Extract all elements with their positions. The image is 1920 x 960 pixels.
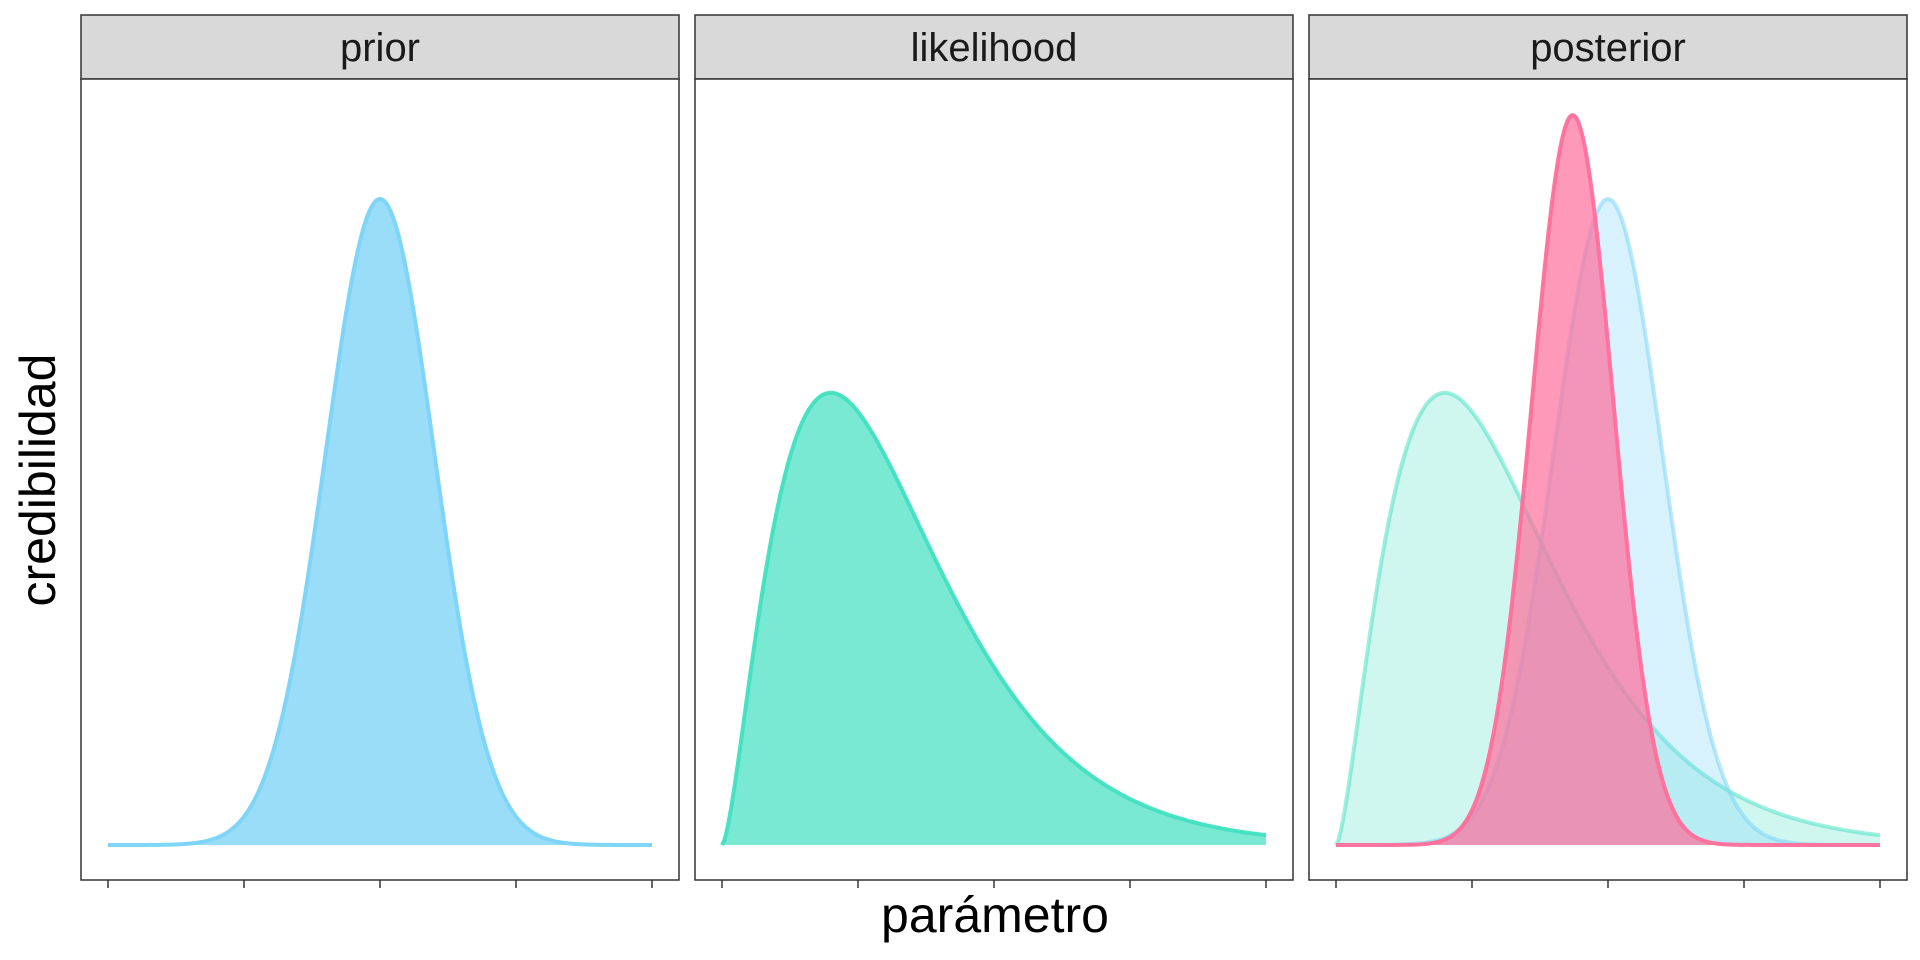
density-area-posterior-0: [1336, 392, 1880, 845]
x-axis-title: parámetro: [881, 887, 1109, 943]
y-axis-title: credibilidad: [10, 354, 66, 607]
density-line-prior-0: [108, 197, 652, 847]
panel-likelihood: likelihood: [694, 14, 1294, 888]
strip-label-likelihood: likelihood: [911, 26, 1078, 70]
density-line-likelihood-0: [720, 390, 1267, 846]
panels: prior likelihood posterior: [80, 14, 1908, 888]
strip-prior: [80, 14, 680, 80]
strip-label-prior: prior: [340, 26, 420, 70]
density-area-posterior-2: [1336, 115, 1880, 845]
strip-posterior: [1308, 14, 1908, 80]
density-area-prior-0: [108, 199, 652, 845]
density-line-posterior-2: [1336, 113, 1880, 847]
panel-posterior: posterior: [1308, 14, 1908, 888]
density-area-likelihood-0: [722, 392, 1266, 845]
strip-label-posterior: posterior: [1530, 26, 1686, 70]
panel-prior: prior: [80, 14, 680, 888]
strip-likelihood: [694, 14, 1294, 80]
